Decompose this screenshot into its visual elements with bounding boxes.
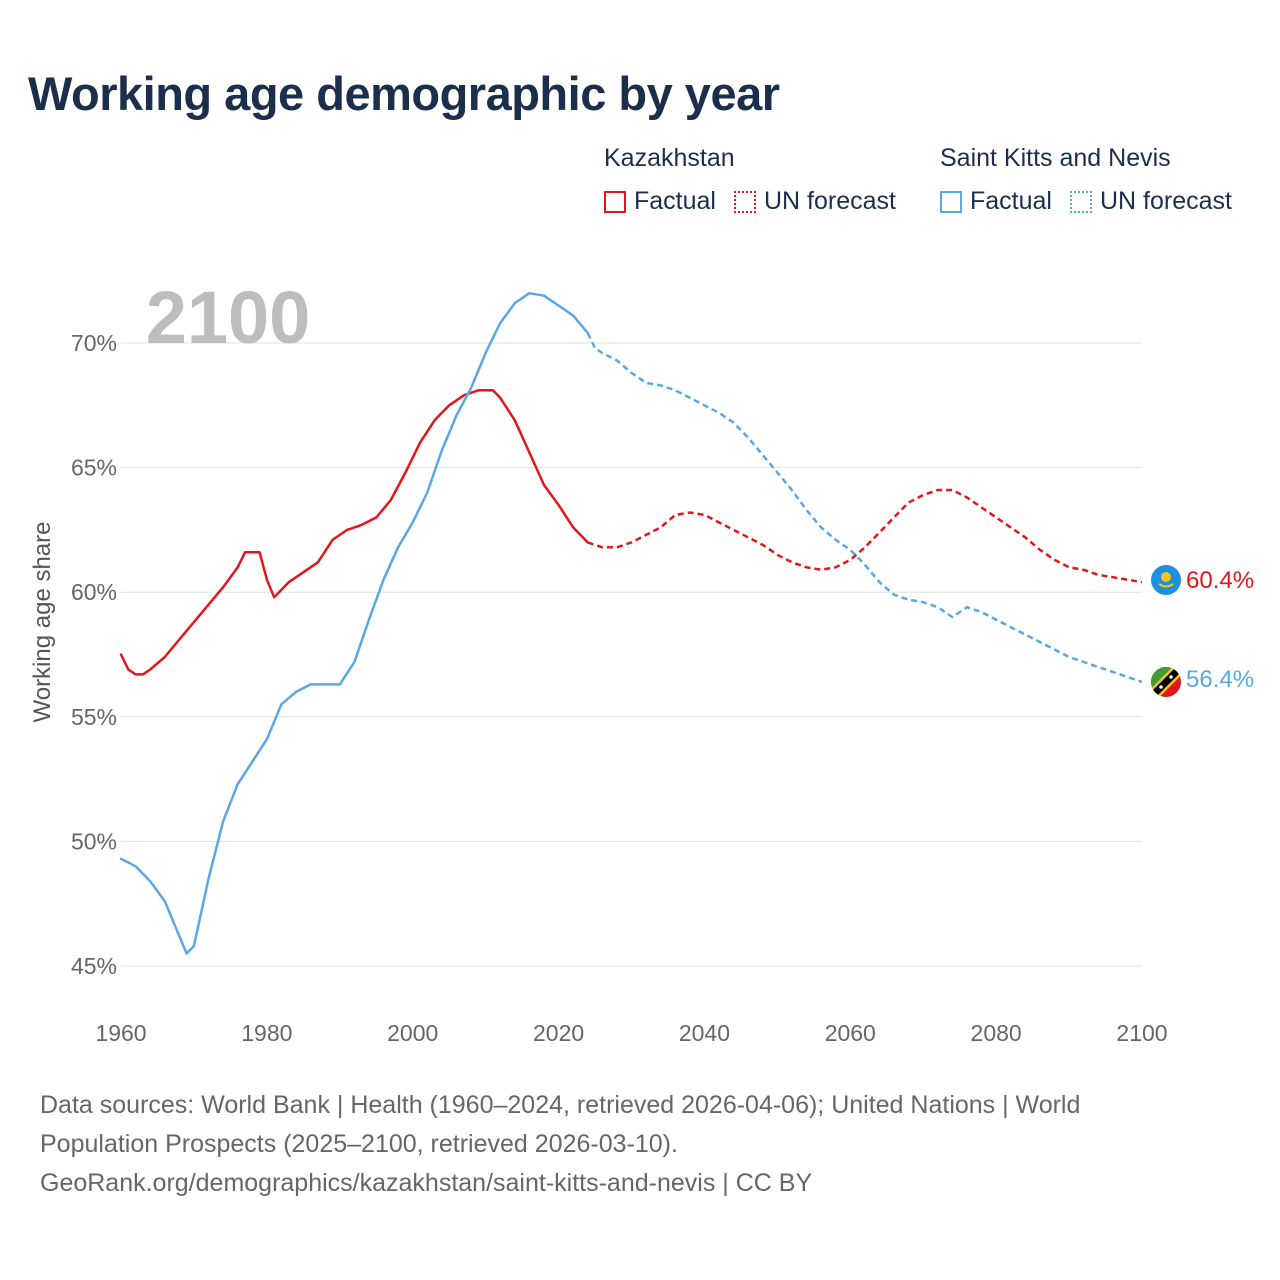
year-watermark: 2100 [146,276,311,359]
series-line-forecast-1 [586,332,1143,684]
y-axis: 45% 50% 55% 60% 65% 70% [71,330,117,979]
legend-item-skn-factual[interactable]: Factual [940,187,1052,216]
legend-country-kazakhstan: Kazakhstan [604,144,735,172]
x-tick-label: 2100 [1116,1020,1167,1046]
footer-sources: Data sources: World Bank | Health (1960–… [40,1086,1180,1203]
legend-swatch-dotted-icon [1069,190,1092,213]
y-tick-label: 45% [71,953,117,979]
series-line-factual-0 [119,389,589,676]
legend-group-kazakhstan: Kazakhstan Factual UN forecast [604,144,896,216]
series-line-forecast-0 [587,488,1143,584]
legend-item-kazakhstan-factual[interactable]: Factual [604,187,716,216]
end-label-saint-kitts-and-nevis: 56.4% [1186,666,1254,693]
legend-swatch-solid-icon [940,190,962,213]
chart-title: Working age demographic by year [28,67,780,120]
legend-item-skn-forecast[interactable]: UN forecast [1069,187,1232,216]
legend-label-factual: Factual [970,187,1052,215]
y-tick-label: 50% [71,828,117,854]
y-tick-label: 65% [71,455,117,481]
x-tick-label: 2020 [533,1020,584,1046]
legend-swatch-dotted-icon [733,190,756,213]
x-axis: 1960 1980 2000 2020 2040 2060 2080 2100 [95,1020,1167,1046]
legend-country-saint-kitts-and-nevis: Saint Kitts and Nevis [940,144,1171,172]
legend-item-kazakhstan-forecast[interactable]: UN forecast [733,187,896,216]
x-tick-label: 2040 [679,1020,730,1046]
gridlines [121,342,1142,967]
y-axis-label: Working age share [29,522,56,723]
x-tick-label: 2000 [387,1020,438,1046]
legend-label-forecast: UN forecast [1099,187,1232,215]
legend-label-forecast: UN forecast [763,187,896,215]
x-tick-label: 2060 [825,1020,876,1046]
saint-kitts-and-nevis-flag-icon [1151,667,1181,697]
line-chart: 2100 45% 50% 55% 60% 65% 70% 1960 1980 2000 2020… [29,276,1254,1046]
footer-line-3: GeoRank.org/demographics/kazakhstan/sain… [40,1169,813,1197]
legend-swatch-solid-icon [604,190,626,213]
kazakhstan-flag-icon [1151,565,1181,595]
legend-group-saint-kitts-and-nevis: Saint Kitts and Nevis Factual UN forecas… [940,144,1232,216]
footer-line-1: Data sources: World Bank | Health (1960–… [40,1091,1081,1119]
x-tick-label: 2080 [971,1020,1022,1046]
y-tick-label: 70% [71,330,117,356]
y-tick-label: 55% [71,704,117,730]
end-label-kazakhstan: 60.4% [1186,567,1254,594]
footer-line-2: Population Prospects (2025–2100, retriev… [40,1130,678,1158]
x-tick-label: 1960 [95,1020,146,1046]
series-line-factual-1 [119,291,589,955]
y-tick-label: 60% [71,579,117,605]
legend-label-factual: Factual [634,187,716,215]
series-lines [119,291,1143,955]
x-tick-label: 1980 [241,1020,292,1046]
